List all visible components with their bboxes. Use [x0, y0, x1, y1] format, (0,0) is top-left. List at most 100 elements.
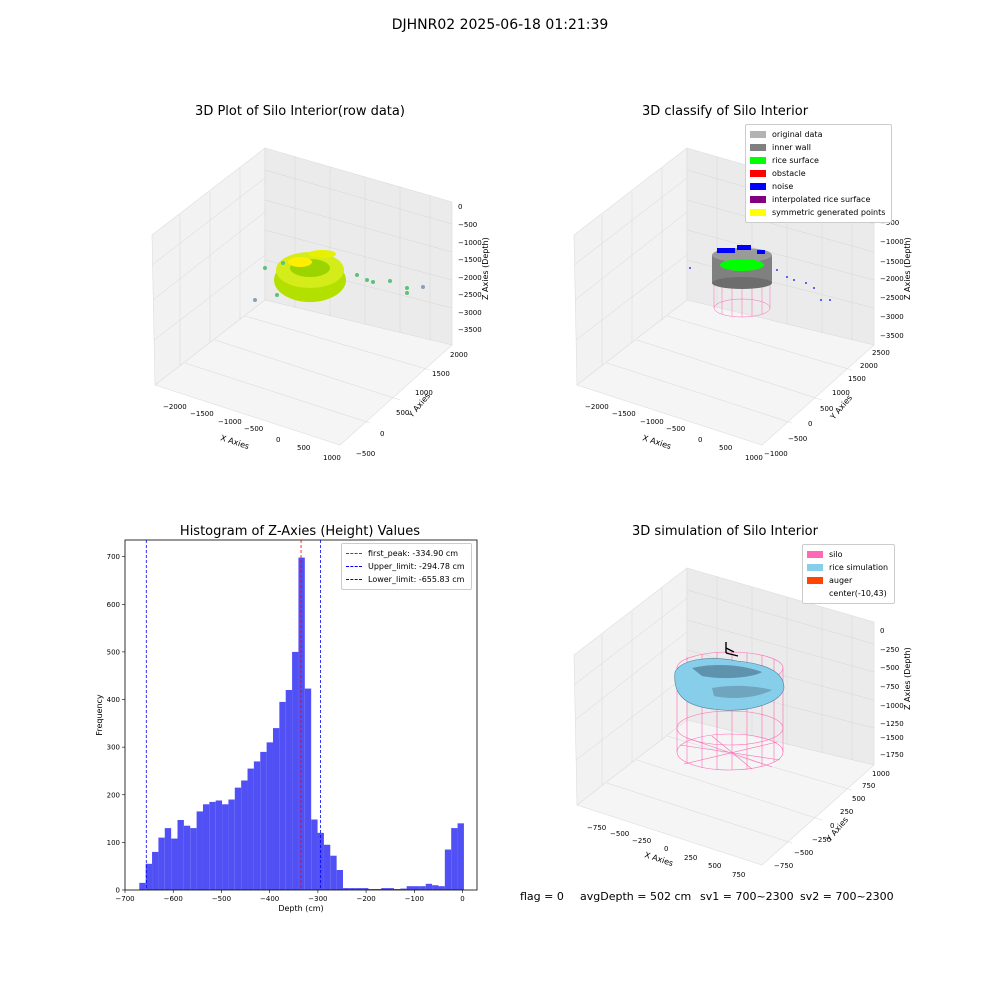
tick: 1500: [848, 375, 866, 383]
x-tick-label: −700: [115, 895, 134, 903]
tick: 1000: [872, 770, 890, 778]
tick: −2000: [458, 274, 482, 282]
tick: −750: [587, 824, 606, 832]
legend-swatch: [750, 183, 766, 190]
legend-swatch: [750, 144, 766, 151]
tick: 2500: [872, 349, 890, 357]
x-tick-label: −600: [164, 895, 183, 903]
legend-swatch: [750, 209, 766, 216]
tick: 1000: [323, 454, 341, 462]
histogram-bar: [152, 851, 159, 890]
histogram-bar: [432, 885, 439, 890]
histogram-bar: [145, 863, 153, 890]
classify-legend: original data inner wall rice surface ob…: [745, 124, 893, 223]
legend-item: auger: [807, 574, 888, 587]
tick: −3000: [880, 313, 904, 321]
sv1-text: sv1 = 700~2300: [700, 890, 794, 903]
tick: −750: [880, 683, 899, 691]
tick: −500: [880, 219, 899, 227]
histogram-bar: [349, 888, 356, 890]
histogram-bar: [272, 728, 280, 890]
histogram-bar: [425, 883, 433, 890]
tick: −1000: [880, 238, 904, 246]
tick: −500: [458, 221, 477, 229]
legend-item: rice simulation: [807, 561, 888, 574]
histogram-frame: [124, 539, 478, 891]
histogram-bar: [266, 742, 273, 890]
classify-x-ticks: −2000 −1500 −1000 −500 0 500 1000: [585, 403, 763, 462]
tick: −500: [880, 664, 899, 672]
tick: 0: [276, 436, 280, 444]
legend-item: center(-10,43): [807, 587, 888, 600]
histogram-bar: [139, 882, 146, 890]
histogram-bar: [413, 886, 420, 890]
simulation-y-label: Y Axies: [824, 815, 850, 844]
simulation-3d-plot[interactable]: −750 −500 −250 0 250 500 750 X Axies −75…: [562, 560, 922, 890]
simulation-y-ticks: −750 −500 −250 0 250 500 750 1000: [774, 770, 890, 870]
legend-item: noise: [750, 180, 885, 193]
tick: 250: [840, 808, 853, 816]
figure-title: DJHNR02 2025-06-18 01:21:39: [391, 17, 609, 33]
simulation-x-label: X Axies: [643, 850, 674, 868]
raw-3d-plot[interactable]: −2000 −1500 −1000 −500 0 500 1000 X Axie…: [140, 140, 500, 470]
simulation-z-ticks: 0 −250 −500 −750 −1000 −1250 −1500 −1750: [880, 627, 904, 759]
tick: −2500: [880, 294, 904, 302]
y-tick-label: 0: [116, 887, 120, 895]
raw-points: [253, 250, 425, 302]
tick: −1500: [880, 258, 904, 266]
simulation-3d-panes: [573, 567, 875, 866]
simulation-legend: silo rice simulation auger center(-10,43…: [802, 544, 896, 604]
histogram-bar: [336, 870, 343, 890]
tick: −2000: [585, 403, 609, 411]
tick: 0: [880, 627, 884, 635]
histogram-title: Histogram of Z-Axies (Height) Values: [179, 524, 421, 539]
histogram-bar: [241, 780, 248, 890]
legend-swatch: [807, 551, 823, 558]
raw-plot-title: 3D Plot of Silo Interior(row data): [195, 104, 405, 119]
tick: −1000: [640, 418, 664, 426]
tick: −1000: [764, 450, 788, 458]
histogram-bar: [253, 761, 261, 890]
y-tick-label: 700: [107, 553, 120, 561]
tick: 500: [708, 862, 721, 870]
histogram-x-ticks: −700 −600 −500 −400 −300 −200 −100 0: [115, 890, 465, 903]
raw-z-label: Z Axies (Depth): [481, 237, 490, 300]
histogram-bar: [196, 811, 203, 890]
tick: −1000: [880, 702, 904, 710]
histogram-bar: [342, 888, 350, 890]
tick: −1500: [190, 410, 214, 418]
histogram-bar: [330, 855, 337, 890]
tick: −500: [244, 425, 263, 433]
tick: 500: [396, 409, 409, 417]
legend-item: silo: [807, 548, 888, 561]
legend-swatch: [346, 579, 362, 580]
x-tick-label: −200: [356, 895, 375, 903]
legend-swatch: [750, 196, 766, 203]
rice-surface: [674, 658, 785, 711]
histogram-bar: [292, 651, 299, 890]
tick: −2000: [163, 403, 187, 411]
tick: 500: [719, 444, 732, 452]
tick: −1500: [458, 256, 482, 264]
simulation-x-ticks: −750 −500 −250 0 250 500 750: [587, 824, 745, 879]
histogram-bar: [228, 799, 235, 890]
raw-z-ticks: 0 −500 −1000 −1500 −2000 −2500 −3000 −35…: [458, 203, 482, 334]
histogram-bar: [387, 888, 394, 890]
histogram-bar: [355, 888, 363, 890]
tick: 500: [852, 795, 865, 803]
flag-text: flag = 0: [520, 890, 564, 903]
histogram-x-label: Depth (cm): [278, 904, 323, 913]
legend-swatch: [750, 157, 766, 164]
x-tick-label: −300: [308, 895, 327, 903]
avg-depth-text: avgDepth = 502 cm: [580, 890, 692, 903]
legend-item: symmetric generated points: [750, 206, 885, 219]
legend-item: first_peak: -334.90 cm: [346, 547, 465, 560]
histogram-bar: [177, 820, 184, 890]
tick: −500: [356, 450, 375, 458]
histogram-chart[interactable]: −700 −600 −500 −400 −300 −200 −100 0 0 100 200 300…: [90, 535, 490, 920]
histogram-bar: [381, 888, 388, 890]
y-tick-label: 500: [107, 648, 120, 656]
histogram-bar: [171, 838, 178, 890]
tick: 2000: [450, 351, 468, 359]
tick: −1750: [880, 751, 904, 759]
